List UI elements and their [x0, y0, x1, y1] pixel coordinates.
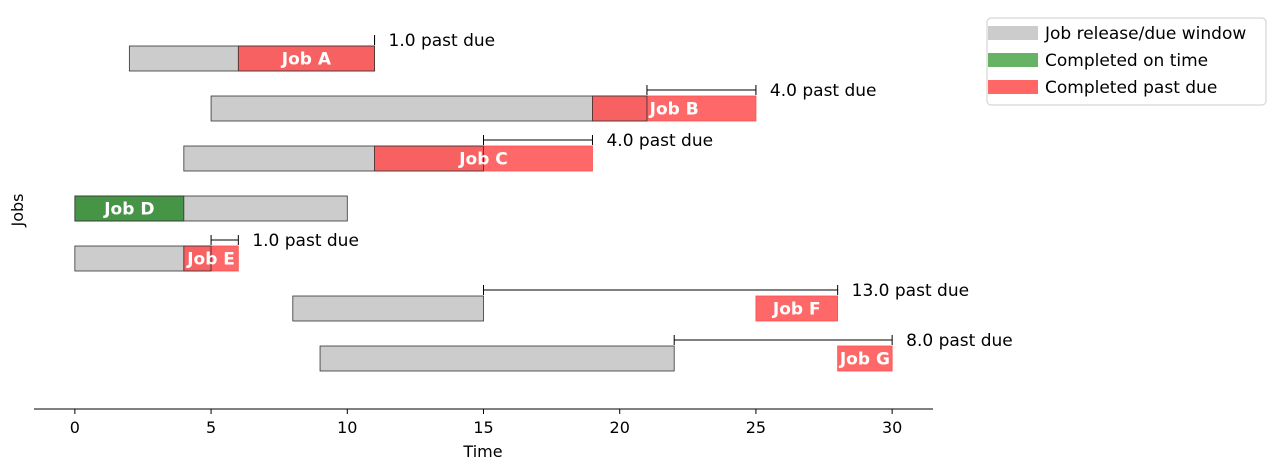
- x-tick-label: 30: [882, 418, 902, 437]
- legend-entry-label: Job release/due window: [1044, 24, 1246, 44]
- legend-swatch: [988, 53, 1038, 67]
- job-f-past-due-label: 13.0 past due: [852, 281, 969, 301]
- legend-entry-label: Completed on time: [1045, 51, 1208, 71]
- job-b-overlap-outline: [592, 95, 648, 122]
- bars-layer: Job A Job B Job C Job D Job E Job F Job G: [74, 45, 893, 372]
- job-d-completion-bar: [74, 195, 185, 222]
- legend: Job release/due window Completed on time C…: [986, 17, 1267, 106]
- legend-swatch: [988, 26, 1038, 40]
- job-g-completion-bar: [837, 345, 893, 372]
- job-e-past-due-label: 1.0 past due: [252, 231, 359, 251]
- x-tick-label: 10: [337, 418, 357, 437]
- legend-swatch: [988, 80, 1038, 94]
- job-g-window-bar: [319, 345, 675, 372]
- job-a-completion-bar: [237, 45, 375, 72]
- x-tick-label: 20: [610, 418, 630, 437]
- job-d-label: Job D: [103, 200, 154, 220]
- x-tick-label: 25: [746, 418, 766, 437]
- legend-entry-label: Completed past due: [1045, 78, 1217, 98]
- job-a-past-due-label: 1.0 past due: [389, 31, 496, 51]
- annotations-layer: 1.0 past due 4.0 past due 4.0 past due 1.0 …: [210, 31, 1013, 351]
- y-axis-label: Jobs: [8, 194, 27, 228]
- x-axis: 0 5 10 15 20 25 30: [34, 408, 933, 437]
- x-tick-label: 0: [70, 418, 80, 437]
- job-g-past-due-label: 8.0 past due: [906, 331, 1013, 351]
- job-c-past-due-label: 4.0 past due: [606, 131, 713, 151]
- job-b-past-due-label: 4.0 past due: [770, 81, 877, 101]
- x-axis-label: Time: [462, 442, 502, 461]
- job-f-window-bar: [292, 295, 484, 322]
- job-b-completion-bar: [592, 95, 757, 122]
- job-f-completion-bar: [755, 295, 839, 322]
- job-b-label: Job B: [649, 100, 699, 120]
- job-g-label: Job G: [839, 350, 890, 370]
- job-a-label: Job A: [281, 50, 332, 70]
- job-c-overlap-outline: [374, 145, 484, 172]
- job-b-window-bar: [210, 95, 648, 122]
- x-tick-label: 15: [473, 418, 493, 437]
- x-tick-label: 5: [206, 418, 216, 437]
- job-c-label: Job C: [458, 150, 508, 170]
- job-a-overlap-outline: [237, 45, 375, 72]
- legend-box: [986, 17, 1267, 106]
- job-e-label: Job E: [186, 250, 235, 270]
- job-f-label: Job F: [772, 300, 821, 320]
- job-e-overlap-outline: [183, 245, 212, 272]
